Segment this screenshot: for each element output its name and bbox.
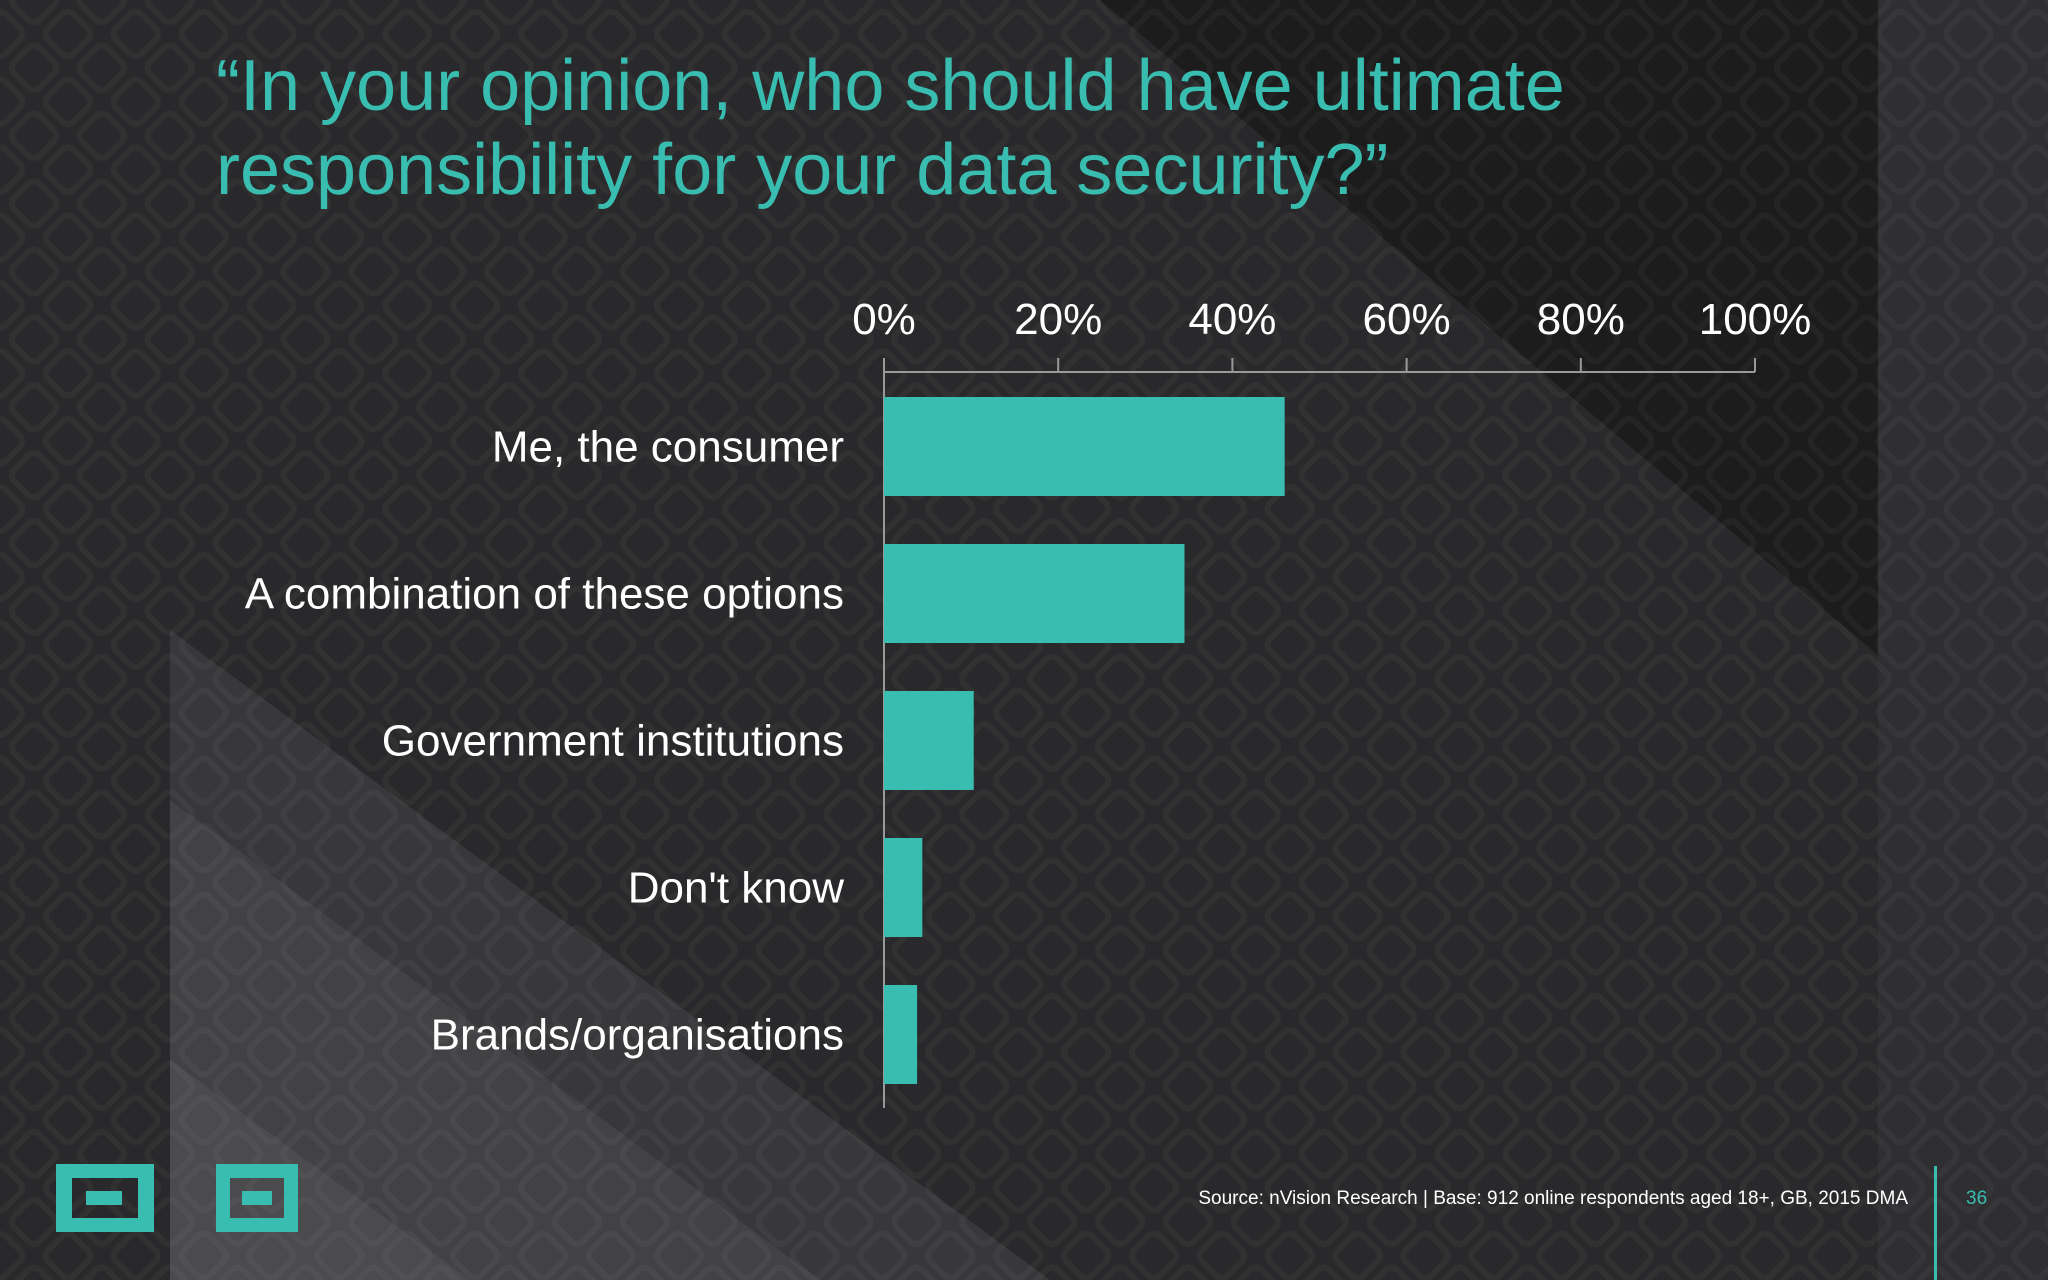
- bar: [884, 838, 923, 937]
- x-tick-label: 20%: [1014, 295, 1102, 344]
- bar: [884, 397, 1285, 496]
- category-label: Government institutions: [382, 717, 844, 766]
- category-label: Brands/organisations: [431, 1011, 844, 1060]
- footer-divider: [1934, 1166, 1937, 1280]
- x-tick-label: 60%: [1363, 295, 1451, 344]
- logo-mark-icon: [216, 1164, 298, 1232]
- bars: [884, 397, 1285, 1084]
- title-line-2: responsibility for your data security?”: [216, 130, 1389, 210]
- x-tick-label: 100%: [1699, 295, 1812, 344]
- x-tick-label: 80%: [1537, 295, 1625, 344]
- slide-title: “In your opinion, who should have ultima…: [216, 44, 1776, 212]
- x-tick-label: 0%: [852, 295, 916, 344]
- source-note: Source: nVision Research | Base: 912 onl…: [1198, 1188, 1908, 1209]
- logo-mark-icon: [56, 1164, 154, 1232]
- category-labels: Me, the consumer A combination of these o…: [245, 423, 845, 1060]
- category-label: Don't know: [628, 864, 845, 913]
- bar: [884, 985, 918, 1084]
- category-label: Me, the consumer: [492, 423, 844, 472]
- category-label: A combination of these options: [245, 570, 844, 619]
- page-number: 36: [1966, 1188, 1988, 1209]
- bar: [884, 691, 974, 790]
- bar: [884, 544, 1185, 643]
- x-tick-label: 40%: [1188, 295, 1276, 344]
- title-line-1: “In your opinion, who should have ultima…: [216, 46, 1565, 126]
